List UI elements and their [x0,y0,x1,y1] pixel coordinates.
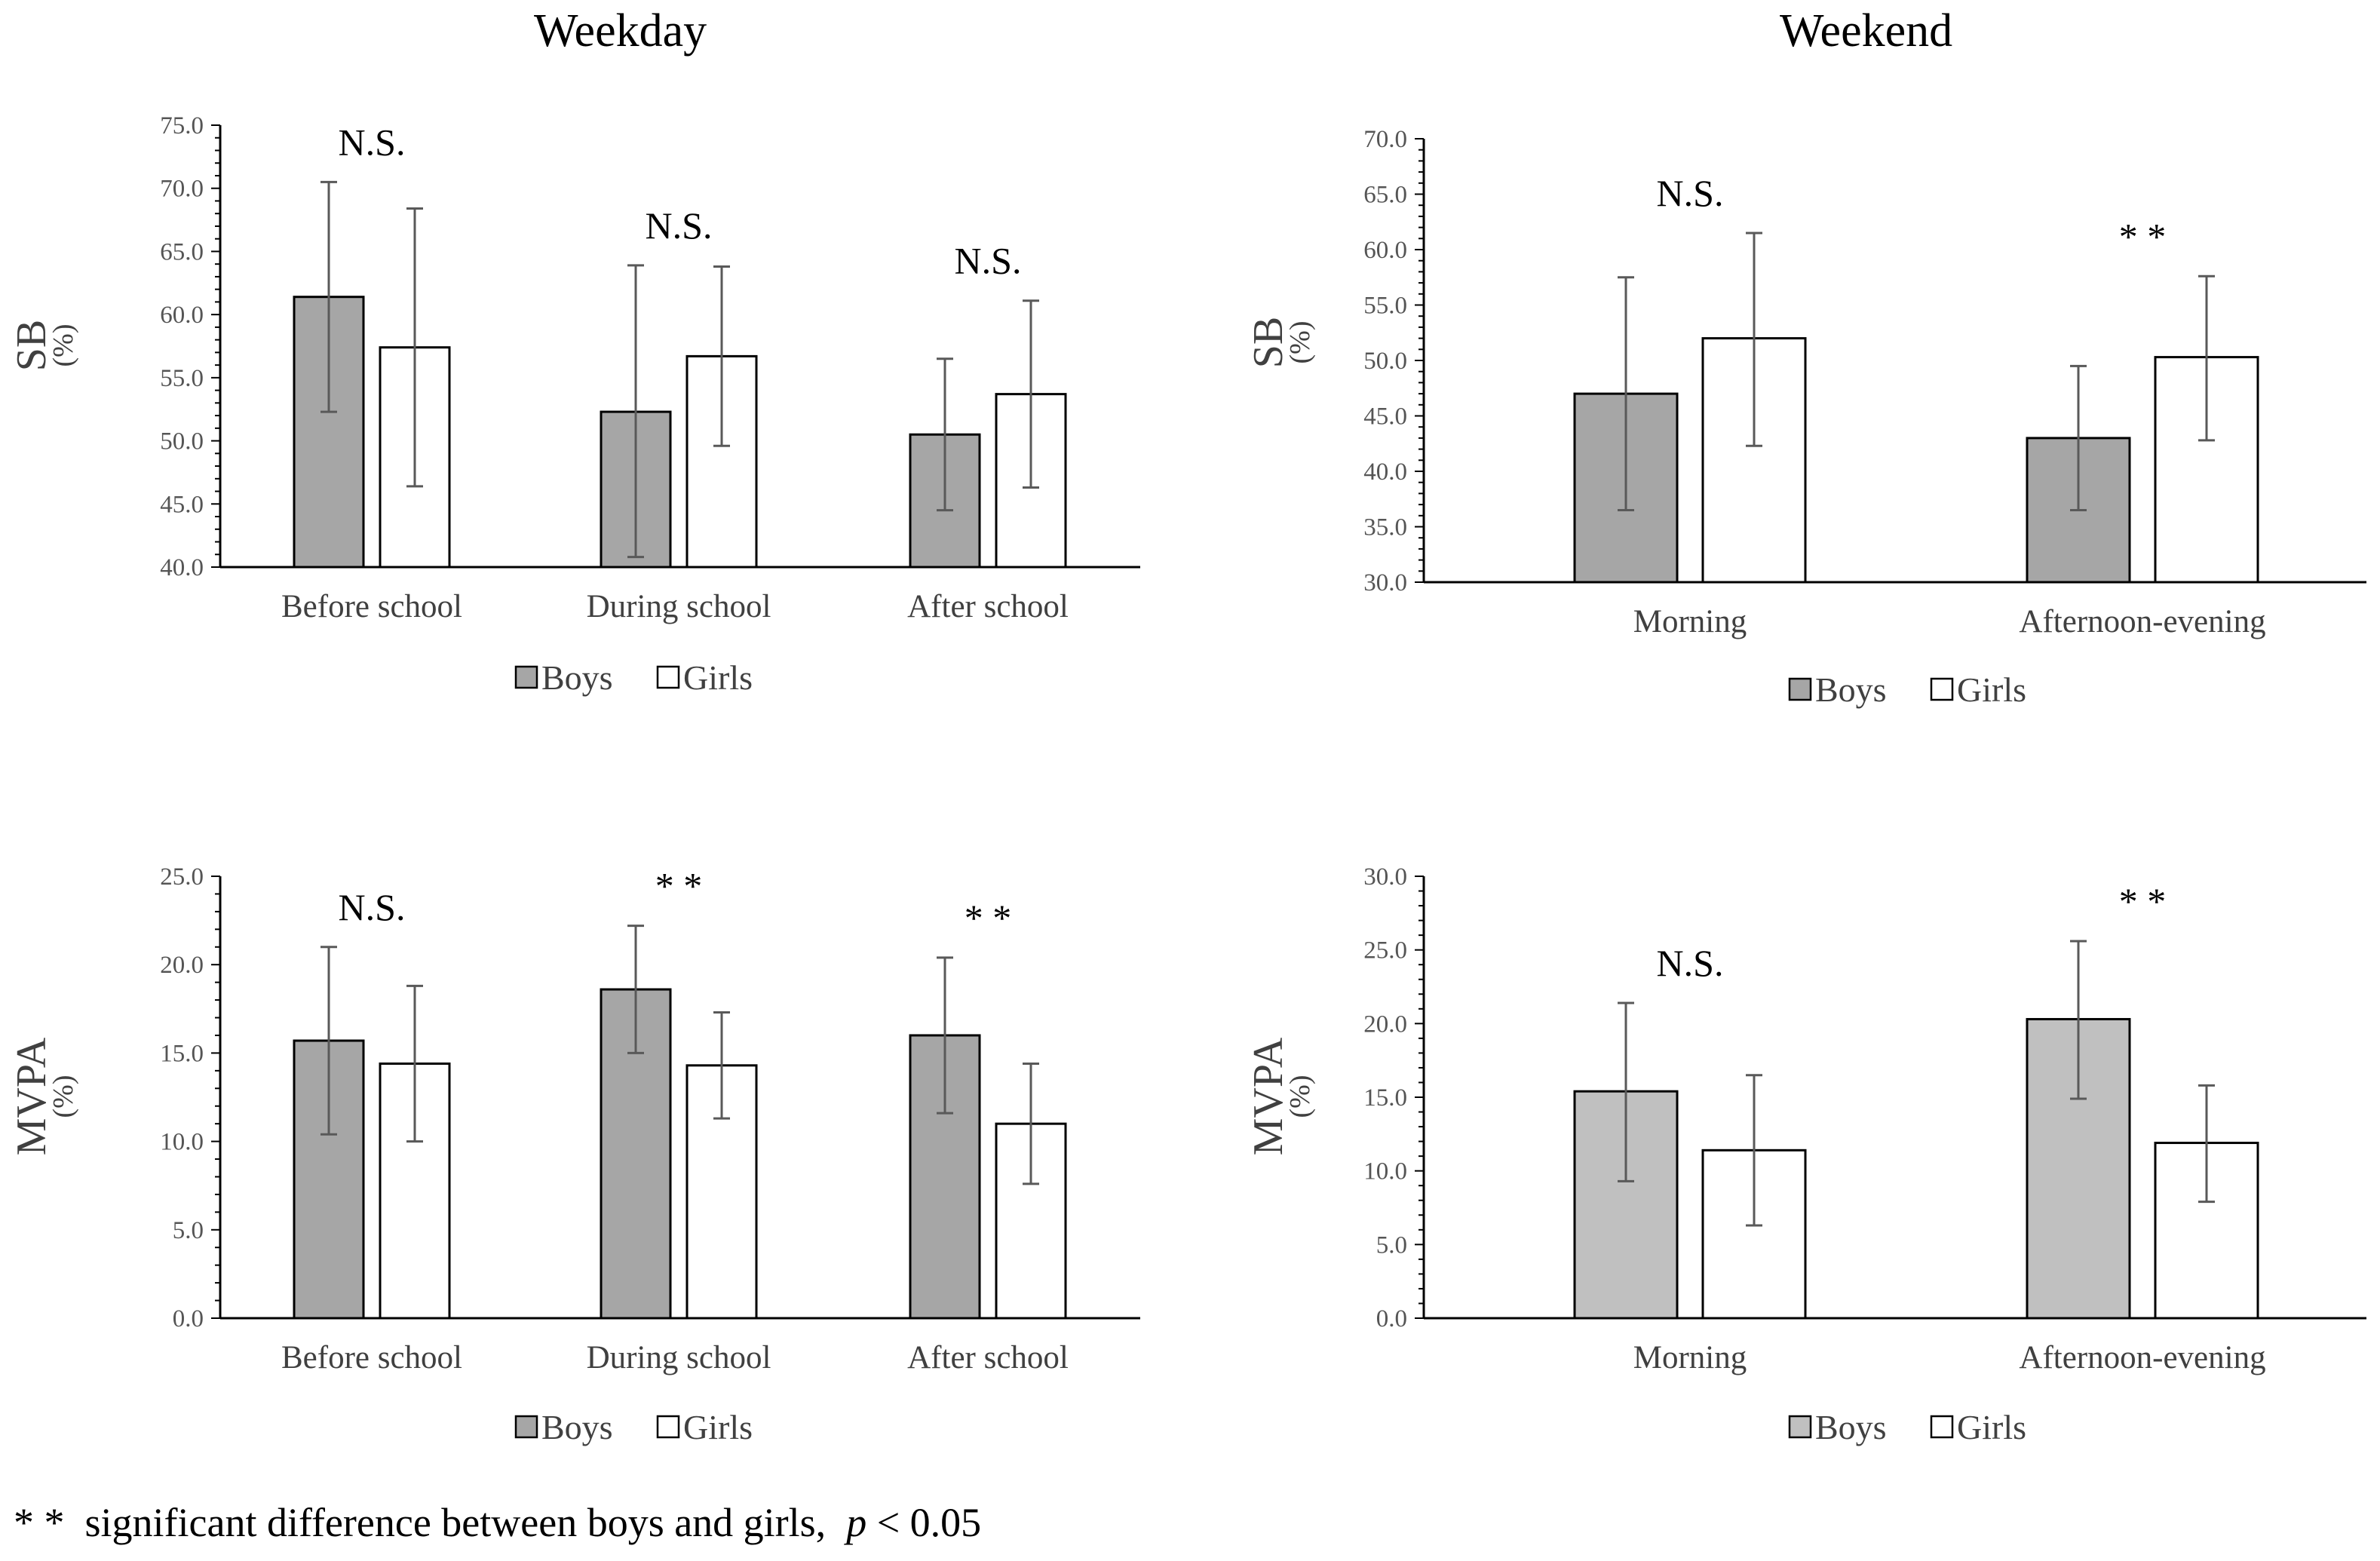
y-tick-label: 10.0 [160,1129,204,1156]
y-tick-label: 10.0 [1363,1158,1407,1185]
y-tick-label: 0.0 [1376,1305,1407,1333]
y-tick-label: 60.0 [1363,237,1407,264]
legend-boys-swatch [514,665,538,689]
legend-boys-label: Boys [541,658,613,697]
y-tick-label: 50.0 [160,428,204,455]
footnote-text: significant difference between boys and … [84,1500,827,1545]
legend-girls-swatch [1930,677,1954,701]
y-tick-label: 20.0 [160,952,204,979]
x-category-label: Afternoon-evening [2019,1340,2265,1375]
y-tick-label: 5.0 [173,1217,204,1244]
y-tick-label: 35.0 [1363,514,1407,541]
significance-label: * * [655,865,703,907]
y-tick-label: 45.0 [160,491,204,518]
legend-girls-label: Girls [683,658,753,697]
y-tick-label: 30.0 [1363,569,1407,596]
y-tick-label: 15.0 [1363,1084,1407,1112]
significance-label: * * [2119,880,2167,922]
x-category-label: After school [907,589,1069,624]
footnote: * * significant difference between boys … [14,1499,981,1546]
significance-label: N.S. [955,240,1022,282]
significance-label: * * [2119,215,2167,257]
legend-boys-swatch [1788,677,1812,701]
y-tick-label: 65.0 [160,238,204,265]
significance-label: N.S. [339,886,406,928]
y-tick-label: 75.0 [160,112,204,140]
x-category-label: During school [587,1340,771,1375]
girls-bar [685,1064,758,1320]
legend-boys-swatch [514,1415,538,1439]
y-tick-label: 50.0 [1363,348,1407,375]
significance-label: * * [965,897,1012,939]
y-tick-label: 70.0 [160,176,204,203]
x-category-label: Afternoon-evening [2019,604,2265,639]
y-axis-label: SB [1245,317,1292,369]
y-tick-label: 55.0 [160,365,204,392]
legend-girls-label: Girls [1957,670,2026,709]
significance-label: N.S. [339,121,406,163]
y-tick-label: 70.0 [1363,126,1407,153]
y-axis-label: MVPA [1245,1037,1292,1155]
significance-label: N.S. [1657,172,1724,214]
y-tick-label: 15.0 [160,1040,204,1067]
legend-boys-label: Boys [541,1408,613,1446]
x-category-label: Morning [1633,1340,1747,1375]
legend-boys-label: Boys [1815,1408,1887,1446]
y-axis-unit: (%) [48,1075,79,1118]
legend-girls-label: Girls [1957,1408,2026,1446]
footnote-p-value: < 0.05 [876,1500,982,1545]
x-category-label: During school [587,589,771,624]
weekend-title: Weekend [1780,5,1953,57]
y-tick-label: 40.0 [1363,458,1407,486]
significance-label: N.S. [646,204,713,247]
y-tick-label: 20.0 [1363,1011,1407,1038]
y-tick-label: 40.0 [160,554,204,581]
y-axis-label: SB [8,320,55,372]
x-category-label: Before school [281,589,462,624]
legend-boys-label: Boys [1815,670,1887,709]
footnote-p: p [846,1500,867,1545]
footnote-marker: * * [14,1500,65,1545]
y-tick-label: 55.0 [1363,293,1407,320]
y-axis-unit: (%) [1284,321,1316,364]
y-tick-label: 30.0 [1363,863,1407,891]
legend-girls-label: Girls [683,1408,753,1446]
legend-girls-swatch [656,1415,680,1439]
y-tick-label: 25.0 [160,863,204,891]
y-axis-unit: (%) [1284,1075,1316,1118]
y-tick-label: 60.0 [160,302,204,329]
girls-bar [995,1122,1067,1320]
y-tick-label: 65.0 [1363,182,1407,209]
y-axis-label: MVPA [8,1037,55,1155]
significance-label: N.S. [1657,942,1724,984]
weekday-title: Weekday [534,5,707,57]
legend-girls-swatch [1930,1415,1954,1439]
legend-boys-swatch [1788,1415,1812,1439]
legend-girls-swatch [656,665,680,689]
boys-bar [600,988,672,1320]
x-category-label: Before school [281,1340,462,1375]
y-tick-label: 0.0 [173,1305,204,1333]
x-category-label: Morning [1633,604,1747,639]
y-tick-label: 45.0 [1363,403,1407,431]
y-axis-unit: (%) [48,324,79,367]
x-category-label: After school [907,1340,1069,1375]
y-tick-label: 25.0 [1363,937,1407,965]
y-tick-label: 5.0 [1376,1231,1407,1259]
